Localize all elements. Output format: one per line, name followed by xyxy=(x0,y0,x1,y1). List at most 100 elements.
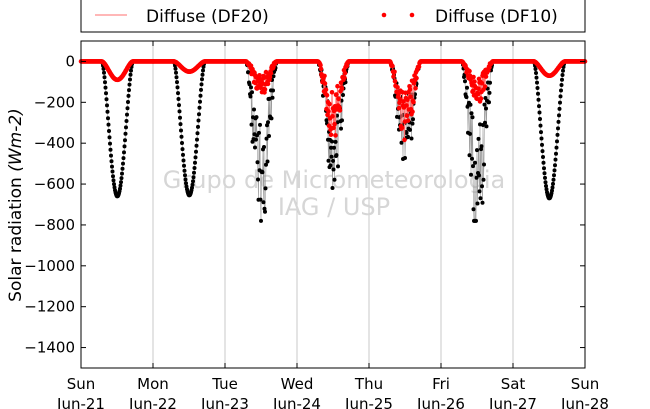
black-point xyxy=(324,118,329,123)
black-point xyxy=(122,144,127,149)
df10-point xyxy=(329,90,335,95)
black-point xyxy=(558,94,563,99)
black-point xyxy=(254,137,258,142)
black-point xyxy=(177,109,182,114)
black-point xyxy=(193,155,198,160)
black-point xyxy=(127,88,131,93)
df10-point xyxy=(325,112,330,118)
y-tick-label: 0 xyxy=(65,52,75,70)
black-point xyxy=(473,160,477,165)
df10-point xyxy=(331,125,336,131)
black-point xyxy=(128,77,132,82)
df10-point xyxy=(332,121,337,127)
df10-point xyxy=(478,96,484,101)
black-point xyxy=(403,156,407,160)
black-point xyxy=(174,70,178,75)
y-axis-label: Solar radiation (Wm-2) xyxy=(6,108,26,302)
black-point xyxy=(541,160,546,165)
black-point xyxy=(326,158,331,163)
black-point xyxy=(120,166,125,171)
black-point xyxy=(111,178,116,183)
x-tick-label-date: Jun-23 xyxy=(200,395,249,409)
black-point xyxy=(468,102,473,107)
black-point xyxy=(107,129,111,133)
y-tick-label: −600 xyxy=(34,175,75,193)
black-point xyxy=(543,180,548,185)
df10-point xyxy=(402,137,407,143)
df10-point xyxy=(408,94,413,99)
black-point xyxy=(556,126,560,131)
df10-point xyxy=(334,92,339,97)
black-point xyxy=(123,138,127,143)
df10-point xyxy=(339,86,345,91)
black-point xyxy=(540,149,545,154)
black-point xyxy=(200,72,205,77)
black-point xyxy=(201,68,205,73)
y-tick-label: −1200 xyxy=(24,298,75,316)
black-point xyxy=(471,164,475,169)
df10-point xyxy=(396,105,402,111)
black-point xyxy=(399,140,404,145)
black-point xyxy=(173,66,178,71)
df10-point xyxy=(401,99,406,104)
black-point xyxy=(480,184,484,189)
black-point xyxy=(464,95,469,100)
df10-point xyxy=(411,99,416,105)
x-tick-label-date: Jun-26 xyxy=(416,395,465,409)
black-point xyxy=(180,147,185,152)
black-point xyxy=(552,173,556,178)
y-tick-label: −400 xyxy=(34,134,75,152)
x-tick-label-day: Fri xyxy=(432,375,450,393)
legend-label-df10: Diffuse (DF10) xyxy=(435,7,558,27)
df10-point xyxy=(397,96,403,102)
black-point xyxy=(470,156,474,161)
black-point xyxy=(261,200,266,205)
black-point xyxy=(552,168,557,173)
black-point xyxy=(538,123,543,128)
x-tick-label-day: Sun xyxy=(571,375,600,393)
black-point xyxy=(101,66,106,71)
black-point xyxy=(262,145,266,149)
df10-point xyxy=(330,114,335,119)
df10-point xyxy=(326,109,331,114)
black-point xyxy=(533,67,538,71)
black-point xyxy=(478,196,483,201)
black-point xyxy=(484,124,489,129)
black-point xyxy=(175,85,180,90)
df10-point xyxy=(404,113,410,118)
black-point xyxy=(544,184,548,188)
black-point xyxy=(471,207,476,212)
df10-point xyxy=(342,70,348,76)
black-point xyxy=(487,90,492,95)
legend-dot-swatch xyxy=(409,12,415,18)
black-point xyxy=(540,142,544,147)
black-point xyxy=(558,100,562,105)
black-point xyxy=(467,153,472,158)
y-axis: 0 −200 −400 −600 −800 −1000 −1200 −1400 xyxy=(24,52,585,357)
black-point xyxy=(190,185,194,190)
black-point xyxy=(254,115,259,120)
black-point xyxy=(341,93,345,97)
black-point xyxy=(110,169,115,174)
df10-point xyxy=(467,68,472,74)
black-point xyxy=(332,177,337,182)
black-point xyxy=(331,167,336,172)
df10-point xyxy=(405,97,410,102)
black-point xyxy=(108,147,113,152)
black-point xyxy=(183,173,187,178)
df10-point xyxy=(262,87,268,92)
black-point xyxy=(259,218,263,223)
df10-point xyxy=(470,88,476,94)
df10-point xyxy=(413,86,418,91)
black-point xyxy=(542,171,547,176)
black-point xyxy=(182,168,187,173)
black-point xyxy=(555,132,560,137)
black-point xyxy=(482,102,487,107)
df10-point xyxy=(474,96,480,101)
black-point xyxy=(267,96,272,101)
black-point xyxy=(465,85,469,90)
black-point xyxy=(176,97,181,101)
black-point xyxy=(194,149,198,154)
black-point xyxy=(257,130,261,135)
